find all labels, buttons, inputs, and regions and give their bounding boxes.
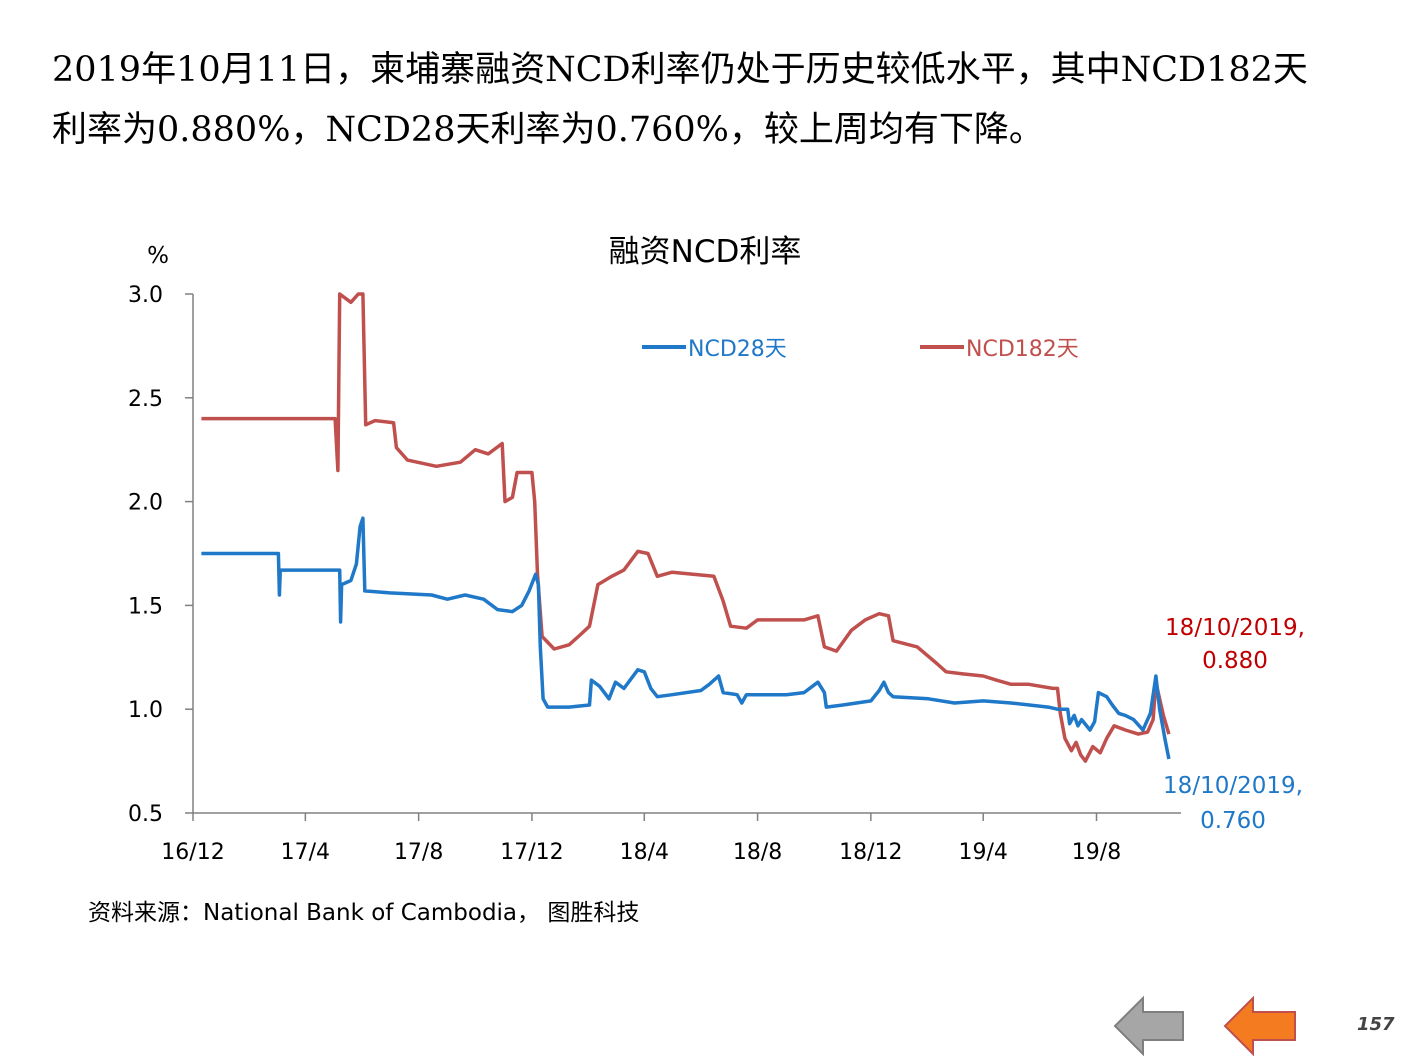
chart-annotations: 18/10/2019, 0.880 18/10/2019, 0.760 bbox=[1163, 615, 1305, 834]
y-axis-label: % bbox=[147, 243, 169, 269]
annotation-value: 0.880 bbox=[1202, 648, 1268, 674]
headline-line-1: 2019年10月11日，柬埔寨融资NCD利率仍处于历史较低水平，其中NCD182… bbox=[52, 50, 1308, 90]
x-tick-label: 18/12 bbox=[839, 840, 902, 865]
annotation-date: 18/10/2019, bbox=[1165, 615, 1305, 641]
chart-title: 融资NCD利率 bbox=[609, 234, 802, 270]
y-tick-label: 1.5 bbox=[128, 594, 163, 619]
page-number: 157 bbox=[1357, 1014, 1395, 1035]
legend-label: NCD28天 bbox=[688, 337, 787, 362]
annotation-value: 0.760 bbox=[1200, 808, 1266, 834]
headline-line-2: 利率为0.880%，NCD28天利率为0.760%，较上周均有下降。 bbox=[52, 110, 1044, 150]
back-arrow-icon bbox=[1113, 995, 1184, 1057]
y-tick-label: 3.0 bbox=[128, 283, 163, 308]
annotation-date: 18/10/2019, bbox=[1163, 773, 1303, 799]
series-line bbox=[201, 292, 1171, 763]
series-line bbox=[201, 516, 1171, 760]
x-tick-label: 19/4 bbox=[959, 840, 1008, 865]
back-arrow-button[interactable] bbox=[1113, 995, 1187, 1057]
y-tick-label: 2.0 bbox=[128, 491, 163, 516]
x-tick-label: 18/8 bbox=[733, 840, 782, 865]
chart-axes: 0.5 1.0 1.5 2.0 2.5 3.0 16/12 17/4 17/8 17/12 18/4… bbox=[128, 283, 1181, 865]
y-tick-label: 1.0 bbox=[128, 698, 163, 723]
legend-label: NCD182天 bbox=[966, 337, 1079, 362]
chart-legend: NCD28天 NCD182天 bbox=[642, 337, 1079, 362]
y-tick-label: 2.5 bbox=[128, 387, 163, 412]
previous-arrow-icon bbox=[1223, 995, 1296, 1057]
y-tick-label: 0.5 bbox=[128, 802, 163, 827]
x-tick-label: 17/8 bbox=[394, 840, 443, 865]
source-note: 资料来源：National Bank of Cambodia， 图胜科技 bbox=[88, 900, 640, 926]
x-tick-label: 17/12 bbox=[500, 840, 563, 865]
previous-arrow-button[interactable] bbox=[1223, 995, 1297, 1057]
x-tick-label: 17/4 bbox=[281, 840, 330, 865]
x-tick-label: 19/8 bbox=[1072, 840, 1121, 865]
chart-series bbox=[201, 292, 1171, 763]
x-tick-label: 16/12 bbox=[161, 840, 224, 865]
x-tick-label: 18/4 bbox=[620, 840, 669, 865]
headline: 2019年10月11日，柬埔寨融资NCD利率仍处于历史较低水平，其中NCD182… bbox=[52, 40, 1372, 160]
